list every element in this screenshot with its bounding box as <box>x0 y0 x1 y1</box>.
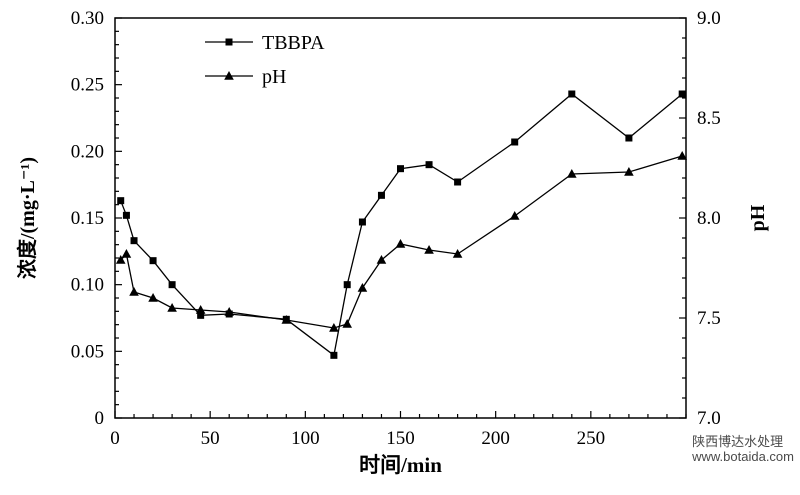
triangle-marker <box>624 167 634 176</box>
square-marker <box>197 311 205 319</box>
square-marker <box>397 165 404 173</box>
watermark-text: 陕西博达水处理 <box>692 434 784 449</box>
triangle-marker <box>167 303 177 312</box>
square-marker <box>168 281 176 289</box>
triangle-marker <box>224 71 234 80</box>
triangle-marker <box>129 287 139 296</box>
y-left-axis-title: 浓度/(mg·L⁻¹) <box>15 157 39 279</box>
svg-text:100: 100 <box>291 428 320 449</box>
svg-text:0.10: 0.10 <box>71 275 104 296</box>
svg-text:250: 250 <box>577 428 606 449</box>
triangle-marker <box>195 305 206 314</box>
svg-text:0.25: 0.25 <box>71 75 104 96</box>
square-marker <box>625 134 633 142</box>
y-right-axis: 7.0 7.5 8.0 8.5 9.0 <box>679 8 721 429</box>
triangle-marker <box>281 315 292 324</box>
svg-text:9.0: 9.0 <box>697 8 721 29</box>
legend-label-tbbpa: TBBPA <box>262 32 325 54</box>
triangle-marker <box>121 249 132 258</box>
axes-frame <box>114 17 687 419</box>
svg-text:50: 50 <box>201 428 220 449</box>
svg-text:0.30: 0.30 <box>71 8 104 29</box>
triangle-marker <box>376 255 387 264</box>
svg-text:0: 0 <box>95 408 105 429</box>
triangle-marker <box>395 239 406 248</box>
watermark: 陕西博达水处理 www.botaida.com <box>692 434 794 464</box>
square-marker <box>358 218 366 226</box>
svg-text:7.0: 7.0 <box>697 408 721 429</box>
legend-label-ph: pH <box>262 66 286 88</box>
triangle-marker <box>342 319 353 328</box>
svg-text:8.5: 8.5 <box>697 108 721 129</box>
triangle-marker <box>329 323 339 332</box>
svg-text:0.20: 0.20 <box>71 141 104 162</box>
triangle-marker <box>424 245 434 254</box>
x-axis: 0 50 100 150 200 250 <box>110 411 687 449</box>
svg-text:0.05: 0.05 <box>71 341 104 362</box>
square-marker <box>454 178 462 186</box>
svg-text:8.0: 8.0 <box>697 208 721 229</box>
square-marker <box>568 90 576 98</box>
triangle-marker <box>452 249 463 258</box>
square-marker <box>130 237 138 245</box>
square-marker <box>117 197 125 205</box>
x-axis-title: 时间/min <box>359 453 442 477</box>
y-right-axis-title: pH <box>747 204 769 231</box>
square-marker <box>678 90 686 98</box>
triangle-marker <box>509 211 520 220</box>
triangle-marker <box>115 255 126 264</box>
square-marker <box>330 351 338 359</box>
square-marker <box>425 161 433 169</box>
svg-text:0: 0 <box>110 428 120 449</box>
svg-text:200: 200 <box>481 428 510 449</box>
triangle-marker <box>224 307 234 316</box>
square-marker <box>122 211 130 219</box>
square-marker <box>511 138 519 146</box>
svg-text:150: 150 <box>386 428 415 449</box>
series-ph <box>115 151 687 332</box>
svg-text:0.15: 0.15 <box>71 208 104 229</box>
svg-text:7.5: 7.5 <box>697 308 721 329</box>
series-tbbpa <box>117 90 686 359</box>
square-marker <box>343 281 351 289</box>
square-marker <box>225 38 233 46</box>
square-marker <box>377 191 385 199</box>
axis-titles: 时间/min 浓度/(mg·L⁻¹) pH <box>15 157 769 477</box>
watermark-url: www.botaida.com <box>692 449 794 464</box>
legend: TBBPA pH <box>205 32 325 88</box>
triangle-marker <box>567 169 577 178</box>
triangle-marker <box>677 151 687 160</box>
triangle-marker <box>148 293 158 302</box>
triangle-marker <box>357 283 368 292</box>
square-marker <box>149 257 157 265</box>
y-left-axis: 0 0.05 0.10 0.15 0.20 0.25 0.30 <box>71 8 122 429</box>
